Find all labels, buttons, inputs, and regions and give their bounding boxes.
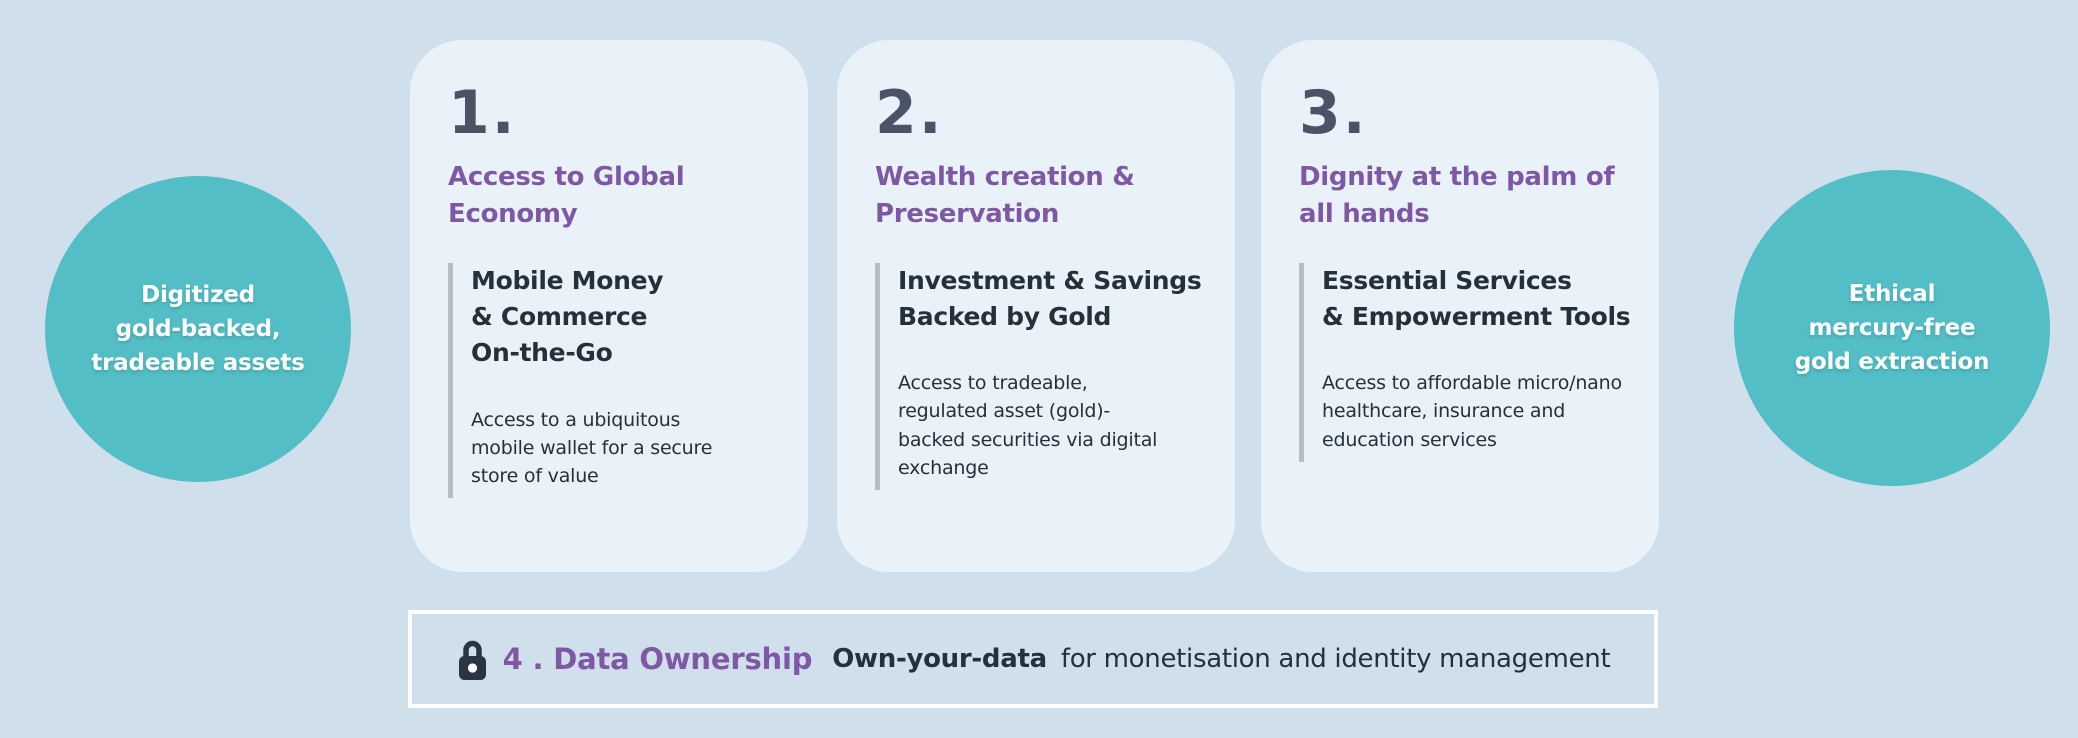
footer-description: for monetisation and identity management <box>1060 644 1611 674</box>
footer-highlight-text: Own-your-data <box>832 644 1047 674</box>
card-number: 1. <box>448 78 517 148</box>
left-circle-label: Digitized gold-backed, tradeable assets <box>91 282 305 376</box>
card-body: Access to a ubiquitous mobile wallet for… <box>471 408 713 487</box>
right-circle-label: Ethical mercury-free gold extraction <box>1794 281 1990 375</box>
card-title: Access to Global Economy <box>448 162 685 229</box>
data-ownership-bar: 4 . Data Ownership Own-your-data for mon… <box>408 610 1658 708</box>
card-subtitle: Mobile Money & Commerce On-the-Go <box>471 265 664 368</box>
card-dignity: 3. Dignity at the palm of all hands Esse… <box>1261 40 1659 572</box>
left-benefit-circle: Digitized gold-backed, tradeable assets <box>45 176 351 482</box>
card-content-block: Investment & Savings Backed by Gold Acce… <box>875 262 1211 490</box>
card-content-block: Essential Services & Empowerment Tools A… <box>1299 262 1635 462</box>
card-subtitle: Investment & Savings Backed by Gold <box>898 265 1202 332</box>
card-title: Wealth creation & Preservation <box>875 162 1135 229</box>
footer-step-label: 4 . Data Ownership <box>502 642 813 676</box>
right-benefit-circle: Ethical mercury-free gold extraction <box>1734 170 2050 486</box>
card-number: 2. <box>875 78 944 148</box>
card-content-block: Mobile Money & Commerce On-the-Go Access… <box>448 262 784 498</box>
lock-icon <box>456 638 489 681</box>
card-access-to-global-economy: 1. Access to Global Economy Mobile Money… <box>410 40 808 572</box>
card-body: Access to tradeable, regulated asset (go… <box>898 372 1158 479</box>
card-wealth-creation: 2. Wealth creation & Preservation Invest… <box>837 40 1235 572</box>
card-number: 3. <box>1299 78 1368 148</box>
card-title: Dignity at the palm of all hands <box>1299 162 1615 229</box>
card-subtitle: Essential Services & Empowerment Tools <box>1322 265 1631 332</box>
card-body: Access to affordable micro/nano healthca… <box>1322 372 1622 451</box>
